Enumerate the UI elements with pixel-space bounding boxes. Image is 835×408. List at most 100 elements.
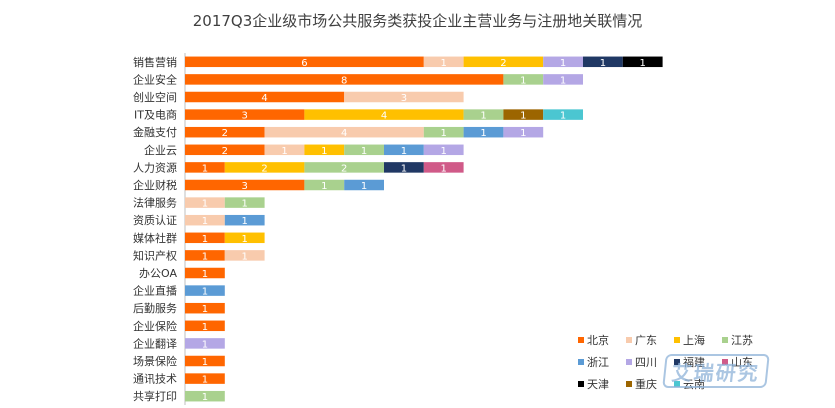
bar-segment xyxy=(423,126,464,138)
legend-label: 北京 xyxy=(587,334,609,347)
data-label: 1 xyxy=(401,163,407,174)
bar-segment xyxy=(185,320,225,332)
y-tick-label: 企业直播 xyxy=(133,284,177,298)
bar-segment xyxy=(543,74,583,85)
y-tick-label: 场景保险 xyxy=(133,354,177,368)
data-label: 1 xyxy=(361,146,367,157)
bar-segment xyxy=(185,250,225,261)
bar-segment xyxy=(185,109,305,120)
data-label: 1 xyxy=(242,216,248,227)
bar-segment xyxy=(185,373,225,384)
data-label: 1 xyxy=(640,58,646,69)
data-label: 3 xyxy=(242,181,248,192)
bar-segment xyxy=(185,91,345,103)
bar-segment xyxy=(224,232,265,244)
legend-swatch xyxy=(578,381,584,387)
data-label: 1 xyxy=(520,128,526,139)
data-label: 1 xyxy=(361,181,367,192)
legend-label: 山东 xyxy=(731,356,753,369)
data-label: 1 xyxy=(520,75,526,86)
bar-segment xyxy=(185,285,225,296)
bar-segment xyxy=(224,214,265,226)
data-label: 2 xyxy=(500,58,506,69)
legend-label: 云南 xyxy=(683,378,705,391)
data-label: 1 xyxy=(520,111,526,122)
data-label: 1 xyxy=(202,392,208,403)
data-label: 1 xyxy=(202,199,208,210)
bar-segment xyxy=(264,126,424,138)
y-tick-label: 办公OA xyxy=(139,267,177,280)
bar-segment xyxy=(543,109,583,120)
legend-item: 云南 xyxy=(674,376,722,392)
bar-segment xyxy=(185,179,305,191)
y-tick-label: 企业安全 xyxy=(133,72,177,86)
data-label: 1 xyxy=(441,146,447,157)
legend-label: 上海 xyxy=(683,334,705,347)
watermark-logo: 艾瑞研究 xyxy=(662,354,770,388)
bar-segment xyxy=(463,126,504,138)
legend-item: 重庆 xyxy=(626,376,674,392)
bar-segment xyxy=(344,91,464,103)
y-tick-label: 法律服务 xyxy=(133,196,177,210)
data-label: 1 xyxy=(441,58,447,69)
data-label: 4 xyxy=(381,111,387,122)
bar-segment xyxy=(622,56,663,68)
data-label: 1 xyxy=(242,234,248,245)
y-tick-label: 知识产权 xyxy=(133,248,177,262)
bar-segment xyxy=(185,56,424,68)
legend-label: 广东 xyxy=(635,334,657,347)
bar-segment xyxy=(224,162,305,173)
data-label: 1 xyxy=(560,111,566,122)
legend-item: 广东 xyxy=(626,332,674,348)
y-tick-label: 通讯技术 xyxy=(133,373,177,386)
bar-segment xyxy=(503,109,544,120)
bar-segment xyxy=(423,144,464,156)
data-label: 1 xyxy=(202,357,208,368)
bar-segment xyxy=(304,144,345,156)
bar-segment xyxy=(185,197,225,208)
y-tick-label: 媒体社群 xyxy=(133,231,177,245)
data-label: 1 xyxy=(321,181,327,192)
bar-segment xyxy=(503,126,544,138)
data-label: 2 xyxy=(341,163,347,174)
legend-label: 江苏 xyxy=(731,334,753,347)
data-label: 1 xyxy=(441,128,447,139)
data-label: 1 xyxy=(281,146,287,157)
data-label: 1 xyxy=(600,58,606,69)
data-label: 2 xyxy=(222,128,228,139)
legend-label: 重庆 xyxy=(635,378,657,391)
data-label: 6 xyxy=(301,58,307,69)
legend-swatch xyxy=(674,381,680,387)
y-tick-label: 共享打印 xyxy=(133,389,177,403)
bar-segment xyxy=(224,250,265,261)
legend-item: 天津 xyxy=(578,376,626,392)
y-tick-label: 企业翻译 xyxy=(133,336,177,350)
data-label: 1 xyxy=(202,339,208,350)
legend-item: 四川 xyxy=(626,354,674,370)
bar-segment xyxy=(384,144,424,156)
bar-segment xyxy=(185,390,225,402)
legend-label: 福建 xyxy=(683,356,705,369)
data-label: 1 xyxy=(480,111,486,122)
legend-swatch xyxy=(578,359,584,365)
legend-swatch xyxy=(626,381,632,387)
bar-segment xyxy=(423,162,464,173)
bar-segment xyxy=(185,126,265,138)
bar-segment xyxy=(185,338,225,349)
data-label: 1 xyxy=(202,251,208,262)
legend-label: 四川 xyxy=(635,356,657,369)
y-tick-label: 人力资源 xyxy=(133,160,177,174)
data-label: 1 xyxy=(560,58,566,69)
bar-segment xyxy=(185,144,265,156)
bar-segment xyxy=(543,56,583,68)
bar-segment xyxy=(344,144,384,156)
y-tick-label: 企业云 xyxy=(144,143,177,157)
bar-segment xyxy=(463,56,544,68)
data-label: 2 xyxy=(261,163,267,174)
y-tick-label: 销售营销 xyxy=(133,55,177,69)
legend-item: 山东 xyxy=(722,354,770,370)
data-label: 1 xyxy=(202,234,208,245)
bar-segment xyxy=(185,214,225,226)
data-label: 1 xyxy=(202,375,208,386)
